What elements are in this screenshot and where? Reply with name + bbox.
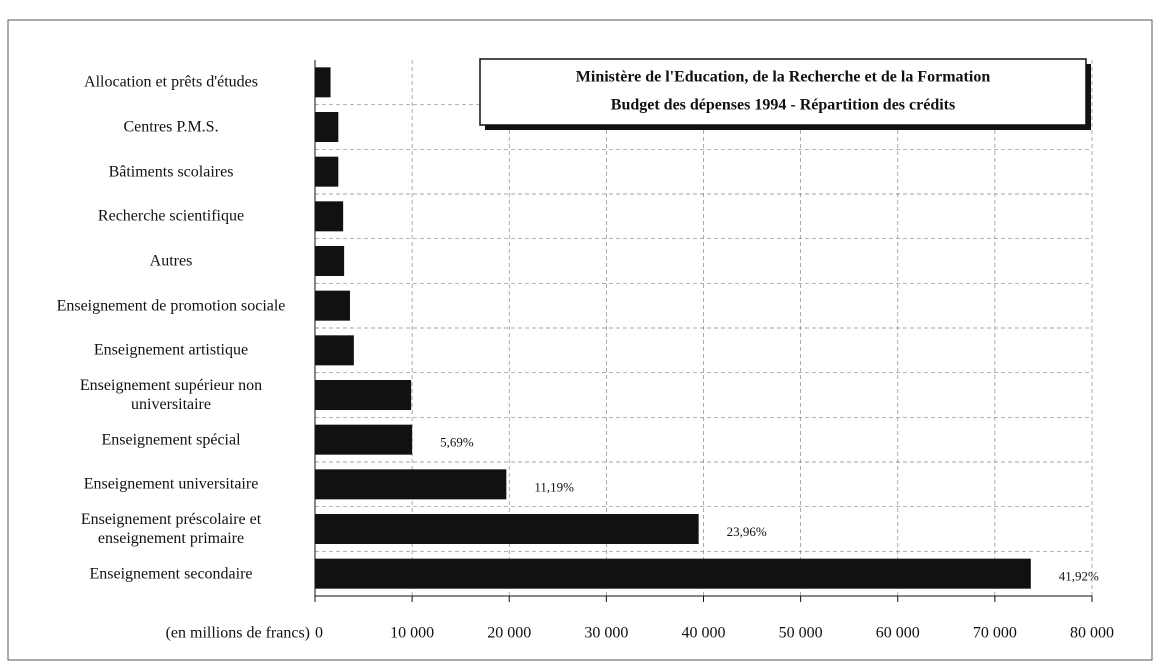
bar bbox=[315, 67, 331, 98]
bar bbox=[315, 112, 339, 142]
y-tick-label: Allocation et prêts d'études bbox=[84, 73, 258, 91]
bar bbox=[315, 335, 354, 366]
y-tick-label: Autres bbox=[149, 252, 193, 270]
title-box bbox=[479, 58, 1087, 126]
share-label: 23,96% bbox=[727, 524, 767, 539]
bar bbox=[315, 424, 413, 455]
bar bbox=[315, 201, 344, 232]
y-tick-label: Recherche scientifique bbox=[97, 207, 245, 225]
bar bbox=[315, 246, 345, 276]
bar bbox=[315, 156, 339, 187]
bar bbox=[315, 514, 699, 544]
chart-subtitle: Budget des dépenses 1994 - Répartition d… bbox=[611, 97, 955, 114]
share-label: 5,69% bbox=[440, 435, 474, 450]
chart-title: Ministère de l'Education, de la Recherch… bbox=[576, 69, 991, 86]
x-tick-label: 80 000 bbox=[1070, 625, 1114, 642]
bar bbox=[315, 380, 412, 410]
y-tick-label: Enseignement préscolaire et enseignement… bbox=[80, 511, 262, 547]
y-tick-label: Enseignement secondaire bbox=[89, 565, 253, 583]
frame bbox=[7, 19, 1153, 661]
x-tick-label: 70 000 bbox=[973, 625, 1017, 642]
x-tick-label: 20 000 bbox=[487, 625, 531, 642]
y-tick-label: Enseignement de promotion sociale bbox=[56, 297, 286, 315]
y-tick-label: Enseignement supérieur non universitaire bbox=[79, 377, 263, 413]
x-tick-label: 30 000 bbox=[584, 625, 628, 642]
share-label: 11,19% bbox=[534, 479, 574, 494]
bar bbox=[315, 469, 507, 500]
y-tick-label: Bâtiments scolaires bbox=[108, 163, 234, 181]
x-tick-label: 50 000 bbox=[779, 625, 823, 642]
y-tick-label: Enseignement artistique bbox=[93, 341, 249, 359]
x-tick-label: 10 000 bbox=[390, 625, 434, 642]
share-label: 41,92% bbox=[1059, 569, 1099, 584]
bar bbox=[315, 558, 1031, 589]
y-tick-label: Enseignement universitaire bbox=[83, 475, 259, 493]
bar bbox=[315, 290, 350, 321]
x-tick-label: 60 000 bbox=[876, 625, 920, 642]
x-tick-label: 40 000 bbox=[682, 625, 726, 642]
x-axis-label: (en millions de francs) bbox=[166, 625, 310, 642]
y-tick-label: Centres P.M.S. bbox=[123, 118, 219, 136]
y-tick-label: Enseignement spécial bbox=[101, 431, 241, 449]
x-tick-label: 0 bbox=[315, 625, 323, 642]
